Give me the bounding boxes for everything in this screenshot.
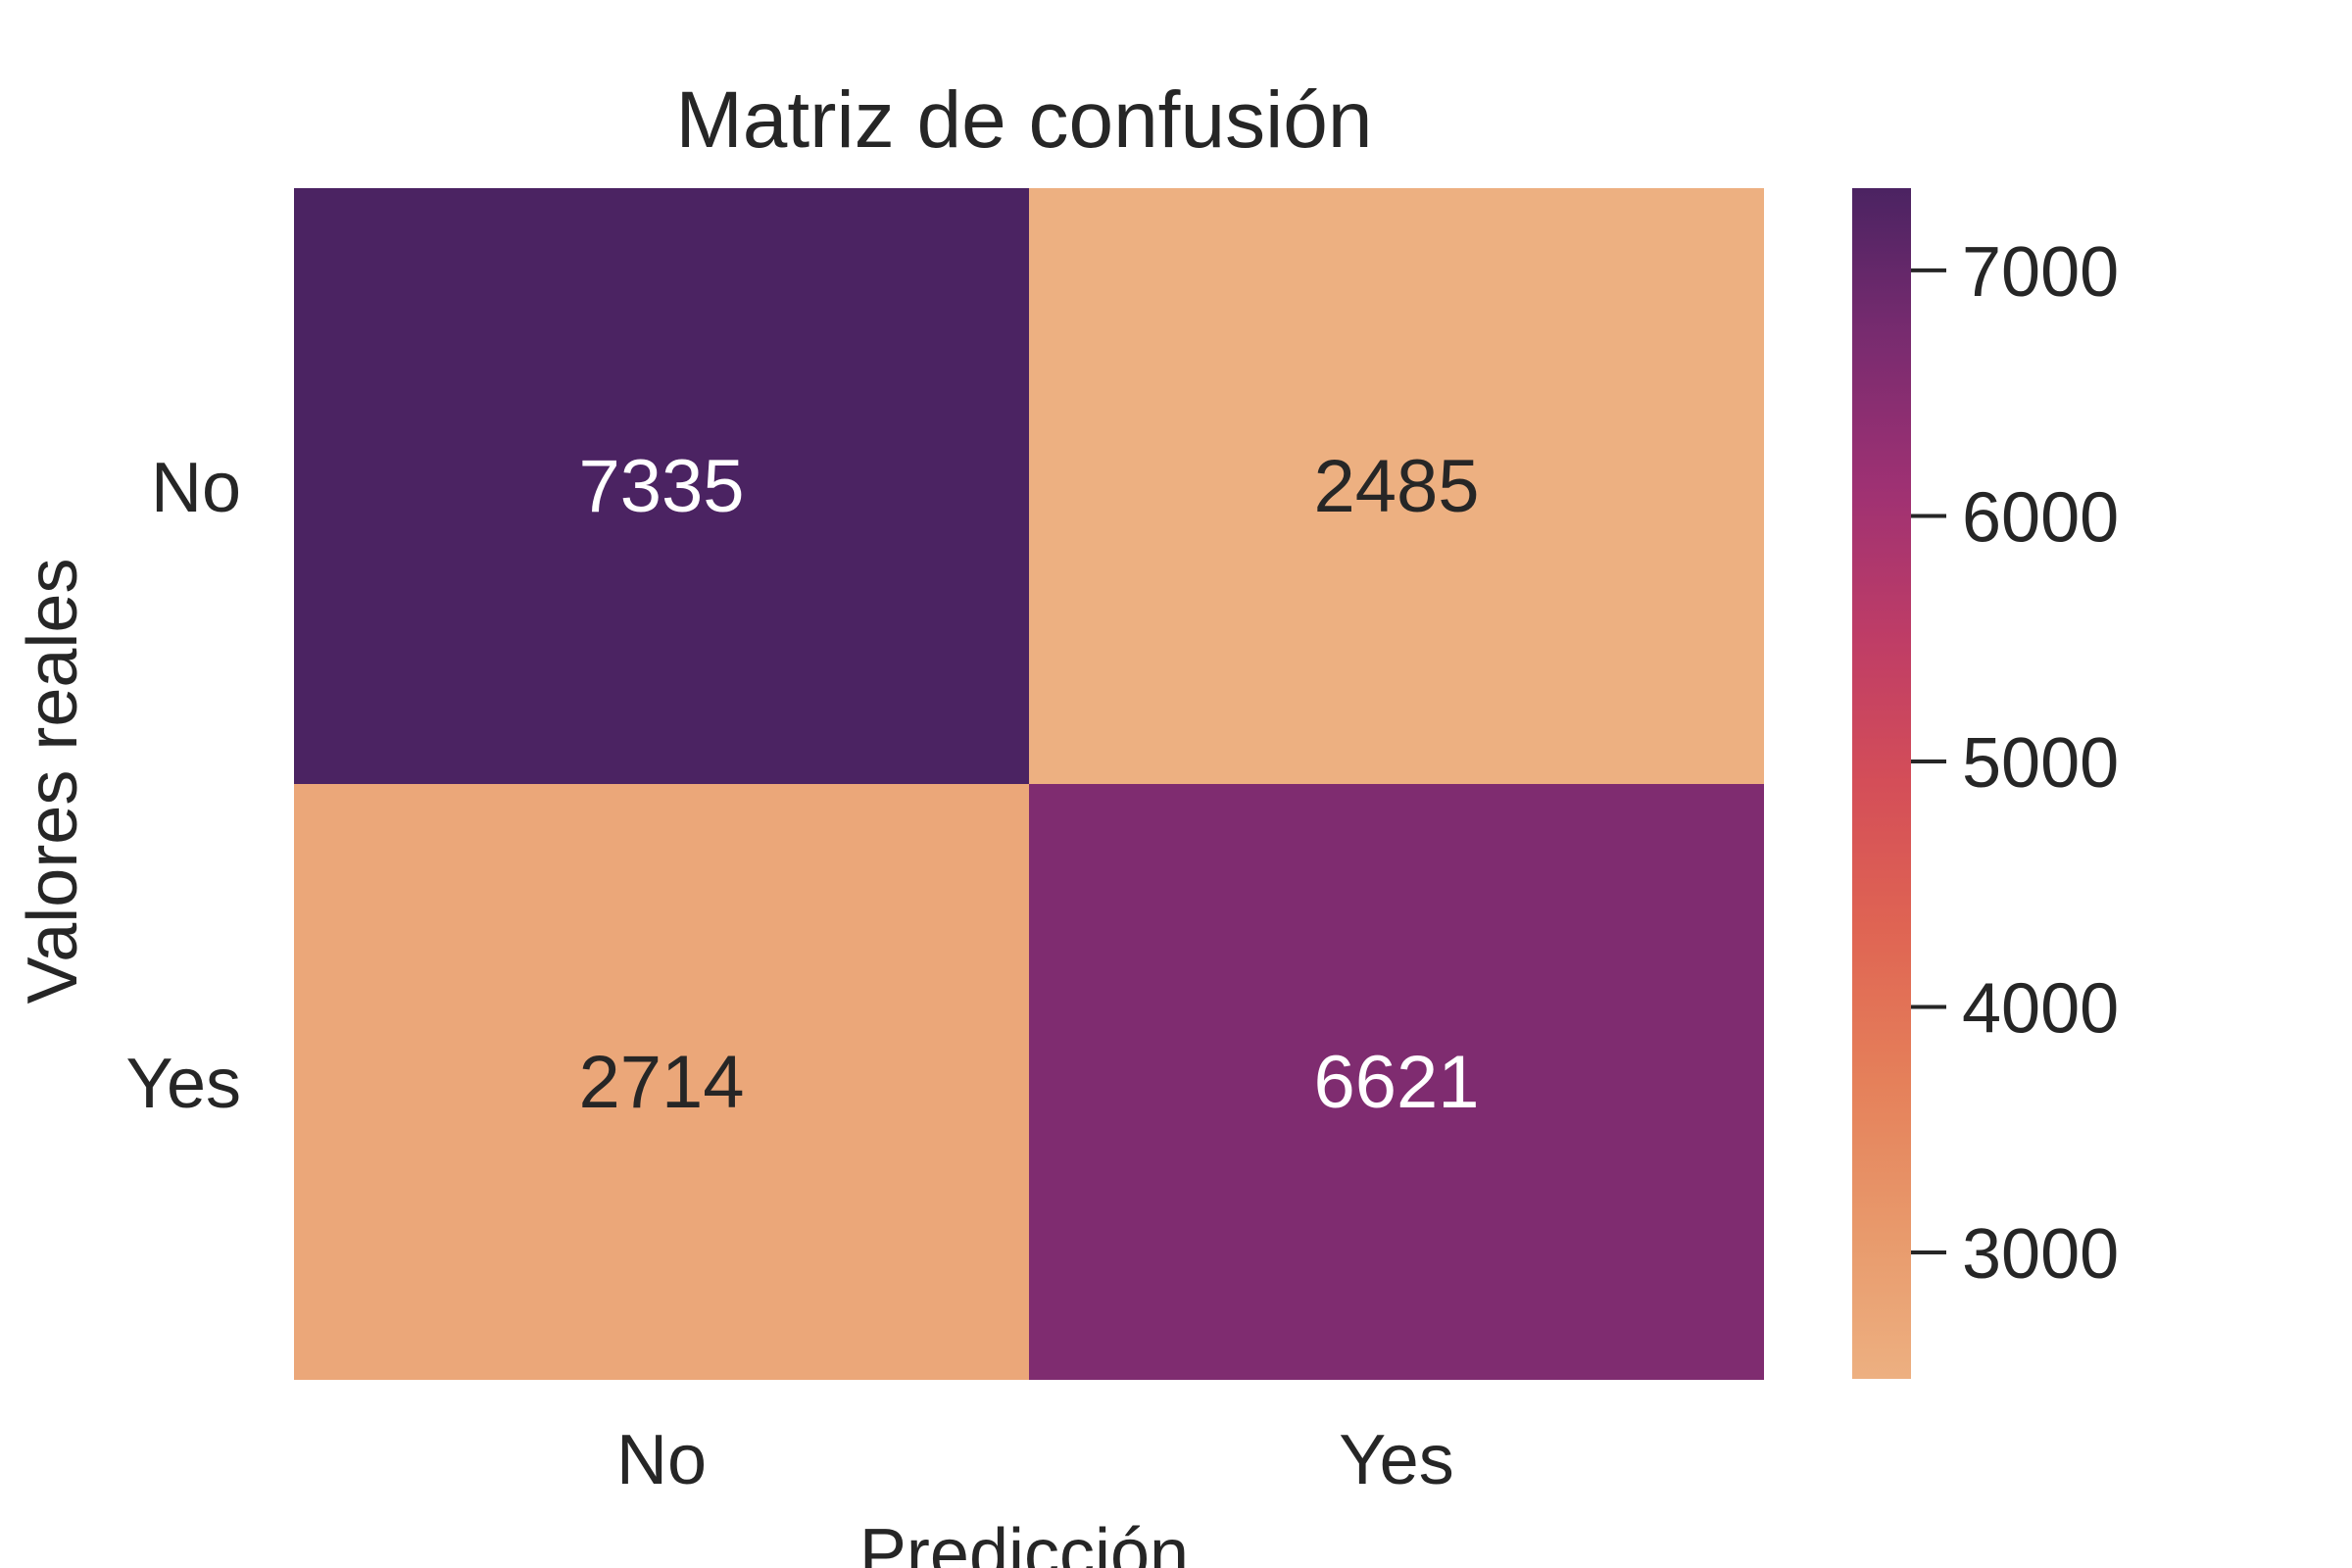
- colorbar-tick-label: 4000: [1962, 969, 2119, 1048]
- heatmap-cell: [1029, 188, 1764, 784]
- y-axis-ticks: No Yes: [126, 449, 241, 1123]
- colorbar-tick-label: 7000: [1962, 233, 2119, 312]
- x-tick-label: Yes: [1339, 1421, 1453, 1499]
- cell-value-label: 7335: [578, 445, 744, 528]
- heatmap-cell: [1029, 784, 1764, 1380]
- chart-title: Matriz de confusión: [675, 75, 1372, 165]
- heatmap-cell: [294, 188, 1029, 784]
- colorbar-tick-label: 5000: [1962, 724, 2119, 803]
- cell-value-label: 2714: [578, 1041, 744, 1124]
- cell-annotations: 7335 2485 2714 6621: [578, 445, 1479, 1124]
- cell-value-label: 6621: [1313, 1041, 1479, 1124]
- colorbar: [1852, 188, 1911, 1379]
- heatmap-cells: [294, 188, 1764, 1380]
- y-tick-label: No: [151, 449, 241, 527]
- x-axis-label: Predicción: [859, 1515, 1189, 1568]
- heatmap-cell: [294, 784, 1029, 1380]
- colorbar-tick-label: 6000: [1962, 478, 2119, 557]
- x-axis-ticks: No Yes: [616, 1421, 1454, 1499]
- y-tick-label: Yes: [126, 1045, 241, 1123]
- colorbar-tick-label: 3000: [1962, 1215, 2119, 1294]
- colorbar-ticks: 3000 4000 5000 6000 7000: [1911, 233, 2119, 1294]
- x-tick-label: No: [616, 1421, 707, 1499]
- y-axis-label: Valores reales: [14, 559, 92, 1004]
- cell-value-label: 2485: [1313, 445, 1479, 528]
